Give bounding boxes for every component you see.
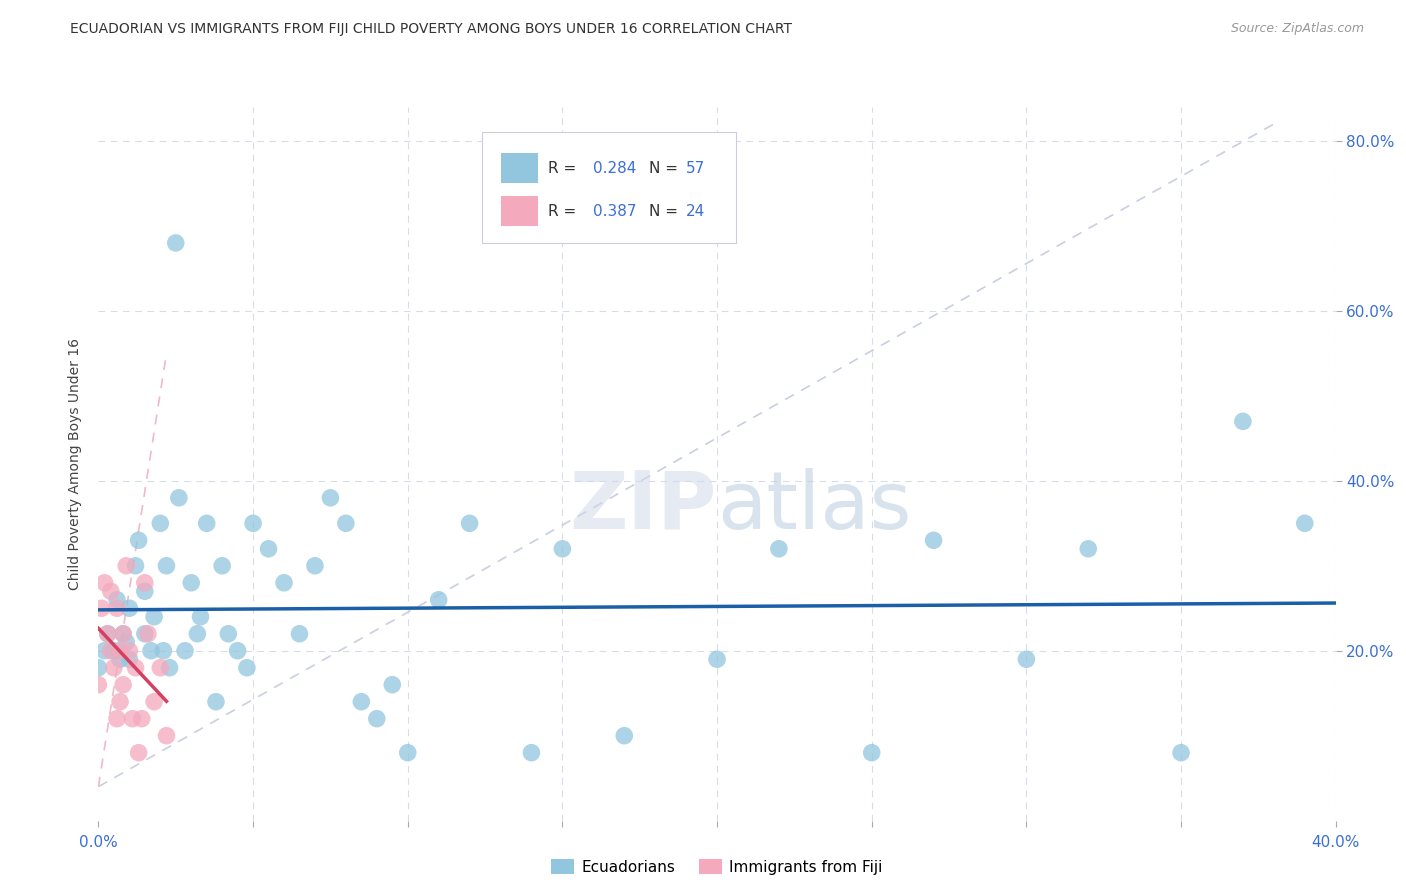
Point xyxy=(121,712,143,726)
Point xyxy=(458,516,481,531)
Point xyxy=(551,541,574,556)
Point xyxy=(100,584,122,599)
Text: 0.284: 0.284 xyxy=(593,161,637,176)
Text: Source: ZipAtlas.com: Source: ZipAtlas.com xyxy=(1230,22,1364,36)
Point xyxy=(93,575,115,590)
Point xyxy=(105,592,128,607)
Point xyxy=(211,558,233,573)
Point xyxy=(155,729,177,743)
Point xyxy=(115,558,138,573)
Text: 57: 57 xyxy=(686,161,706,176)
Point xyxy=(860,746,883,760)
Point xyxy=(149,661,172,675)
Point xyxy=(134,584,156,599)
Point xyxy=(131,712,153,726)
FancyBboxPatch shape xyxy=(501,153,537,184)
Point xyxy=(155,558,177,573)
Point xyxy=(174,644,197,658)
Point xyxy=(108,652,131,666)
Point xyxy=(236,661,259,675)
Point xyxy=(180,575,202,590)
Point xyxy=(143,695,166,709)
Point xyxy=(100,644,122,658)
Point xyxy=(205,695,228,709)
Point xyxy=(149,516,172,531)
Point xyxy=(90,601,112,615)
Point xyxy=(217,626,239,640)
Point xyxy=(319,491,342,505)
Text: N =: N = xyxy=(650,203,683,219)
Text: R =: R = xyxy=(547,203,581,219)
Point xyxy=(152,644,174,658)
Point xyxy=(87,678,110,692)
Point xyxy=(613,729,636,743)
Text: ZIP: ZIP xyxy=(569,467,717,546)
Point xyxy=(1232,414,1254,428)
Point xyxy=(97,626,120,640)
Point xyxy=(242,516,264,531)
Point xyxy=(134,575,156,590)
Point xyxy=(105,601,128,615)
Point xyxy=(165,235,187,250)
Point xyxy=(118,644,141,658)
Point xyxy=(288,626,311,640)
Point xyxy=(134,626,156,640)
Point xyxy=(226,644,249,658)
Point xyxy=(124,661,146,675)
Point xyxy=(105,712,128,726)
Point xyxy=(115,635,138,649)
Point xyxy=(706,652,728,666)
Point xyxy=(1015,652,1038,666)
Point xyxy=(922,533,945,548)
Text: ECUADORIAN VS IMMIGRANTS FROM FIJI CHILD POVERTY AMONG BOYS UNDER 16 CORRELATION: ECUADORIAN VS IMMIGRANTS FROM FIJI CHILD… xyxy=(70,22,793,37)
Point xyxy=(381,678,404,692)
Point xyxy=(103,661,125,675)
Point xyxy=(112,678,135,692)
Point xyxy=(195,516,218,531)
Point xyxy=(190,609,212,624)
Text: N =: N = xyxy=(650,161,683,176)
Y-axis label: Child Poverty Among Boys Under 16: Child Poverty Among Boys Under 16 xyxy=(69,338,83,590)
Point xyxy=(350,695,373,709)
Point xyxy=(1294,516,1316,531)
Point xyxy=(427,592,450,607)
Text: 0.387: 0.387 xyxy=(593,203,637,219)
Text: atlas: atlas xyxy=(717,467,911,546)
Point xyxy=(167,491,190,505)
Point xyxy=(186,626,208,640)
Point xyxy=(124,558,146,573)
Point xyxy=(335,516,357,531)
Point xyxy=(396,746,419,760)
Point xyxy=(112,626,135,640)
Point xyxy=(128,746,150,760)
Point xyxy=(103,644,125,658)
Point xyxy=(118,652,141,666)
Point xyxy=(159,661,181,675)
FancyBboxPatch shape xyxy=(501,196,537,227)
Point xyxy=(366,712,388,726)
Point xyxy=(128,533,150,548)
Point xyxy=(143,609,166,624)
Point xyxy=(139,644,162,658)
Point xyxy=(1170,746,1192,760)
Point xyxy=(112,626,135,640)
Point xyxy=(1077,541,1099,556)
Point xyxy=(520,746,543,760)
Point xyxy=(93,644,115,658)
Point xyxy=(97,626,120,640)
Point xyxy=(108,644,131,658)
Point xyxy=(257,541,280,556)
Legend: Ecuadorians, Immigrants from Fiji: Ecuadorians, Immigrants from Fiji xyxy=(546,853,889,880)
FancyBboxPatch shape xyxy=(482,132,735,243)
Text: 24: 24 xyxy=(686,203,706,219)
Point xyxy=(273,575,295,590)
Point xyxy=(304,558,326,573)
Point xyxy=(136,626,159,640)
Text: R =: R = xyxy=(547,161,581,176)
Point xyxy=(108,695,131,709)
Point xyxy=(87,661,110,675)
Point xyxy=(768,541,790,556)
Point xyxy=(118,601,141,615)
